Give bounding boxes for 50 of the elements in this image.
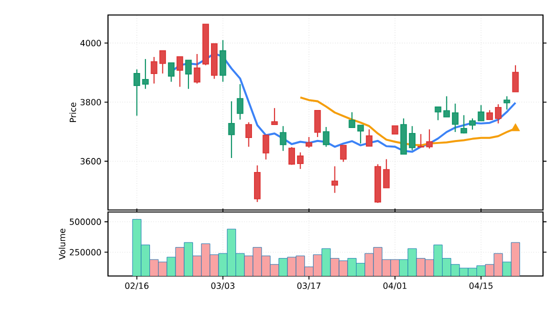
x-tick-label: 02/16 — [125, 282, 148, 290]
candlestick — [408, 126, 416, 151]
candlestick — [478, 104, 484, 122]
candlestick — [366, 128, 372, 147]
candlestick — [452, 103, 459, 133]
candlestick — [434, 106, 442, 121]
candlestick — [331, 166, 338, 194]
candlestick — [262, 134, 270, 160]
candlestick — [340, 144, 347, 162]
candlestick — [150, 56, 158, 84]
y-axis-title: Volume — [58, 228, 66, 260]
candlestick — [134, 68, 140, 116]
y-tick-label: 3800 — [80, 98, 101, 106]
candlestick — [426, 128, 433, 150]
candlestick — [159, 50, 166, 74]
y-tick-label: 250000 — [70, 249, 101, 256]
candlestick — [348, 112, 356, 128]
candlestick — [357, 124, 364, 144]
y-axis-title: Price — [70, 102, 76, 122]
candlestick — [512, 64, 519, 92]
candlestick — [418, 134, 424, 148]
candlestick — [494, 104, 502, 124]
candlestick — [176, 56, 184, 88]
candlestick — [228, 100, 235, 159]
candlestick — [288, 146, 296, 166]
candlestick — [469, 118, 476, 130]
candlestick — [236, 84, 244, 120]
candlestick — [168, 62, 175, 82]
y-tick-label: 500000 — [70, 218, 101, 225]
y-tick-label: 3600 — [80, 158, 101, 164]
candlestick — [185, 60, 192, 90]
x-tick-label: 03/17 — [297, 282, 320, 290]
candlestick — [142, 58, 149, 90]
y-tick-label: 4000 — [80, 40, 101, 46]
candlestick — [245, 122, 252, 148]
candlestick — [306, 136, 312, 148]
x-tick-label: 04/01 — [383, 282, 406, 290]
candlestick — [314, 110, 321, 138]
candlestick — [460, 114, 468, 134]
candlestick — [322, 126, 330, 148]
x-tick-label: 04/15 — [469, 282, 492, 290]
candlestick — [280, 126, 286, 152]
candlestick — [194, 53, 200, 84]
candlestick — [271, 108, 278, 126]
x-tick-label: 03/03 — [211, 282, 234, 290]
candlestick — [486, 110, 493, 120]
candlestick — [443, 96, 450, 118]
candlestick — [504, 96, 510, 110]
candlestick — [383, 158, 390, 188]
candlestick — [297, 152, 304, 170]
